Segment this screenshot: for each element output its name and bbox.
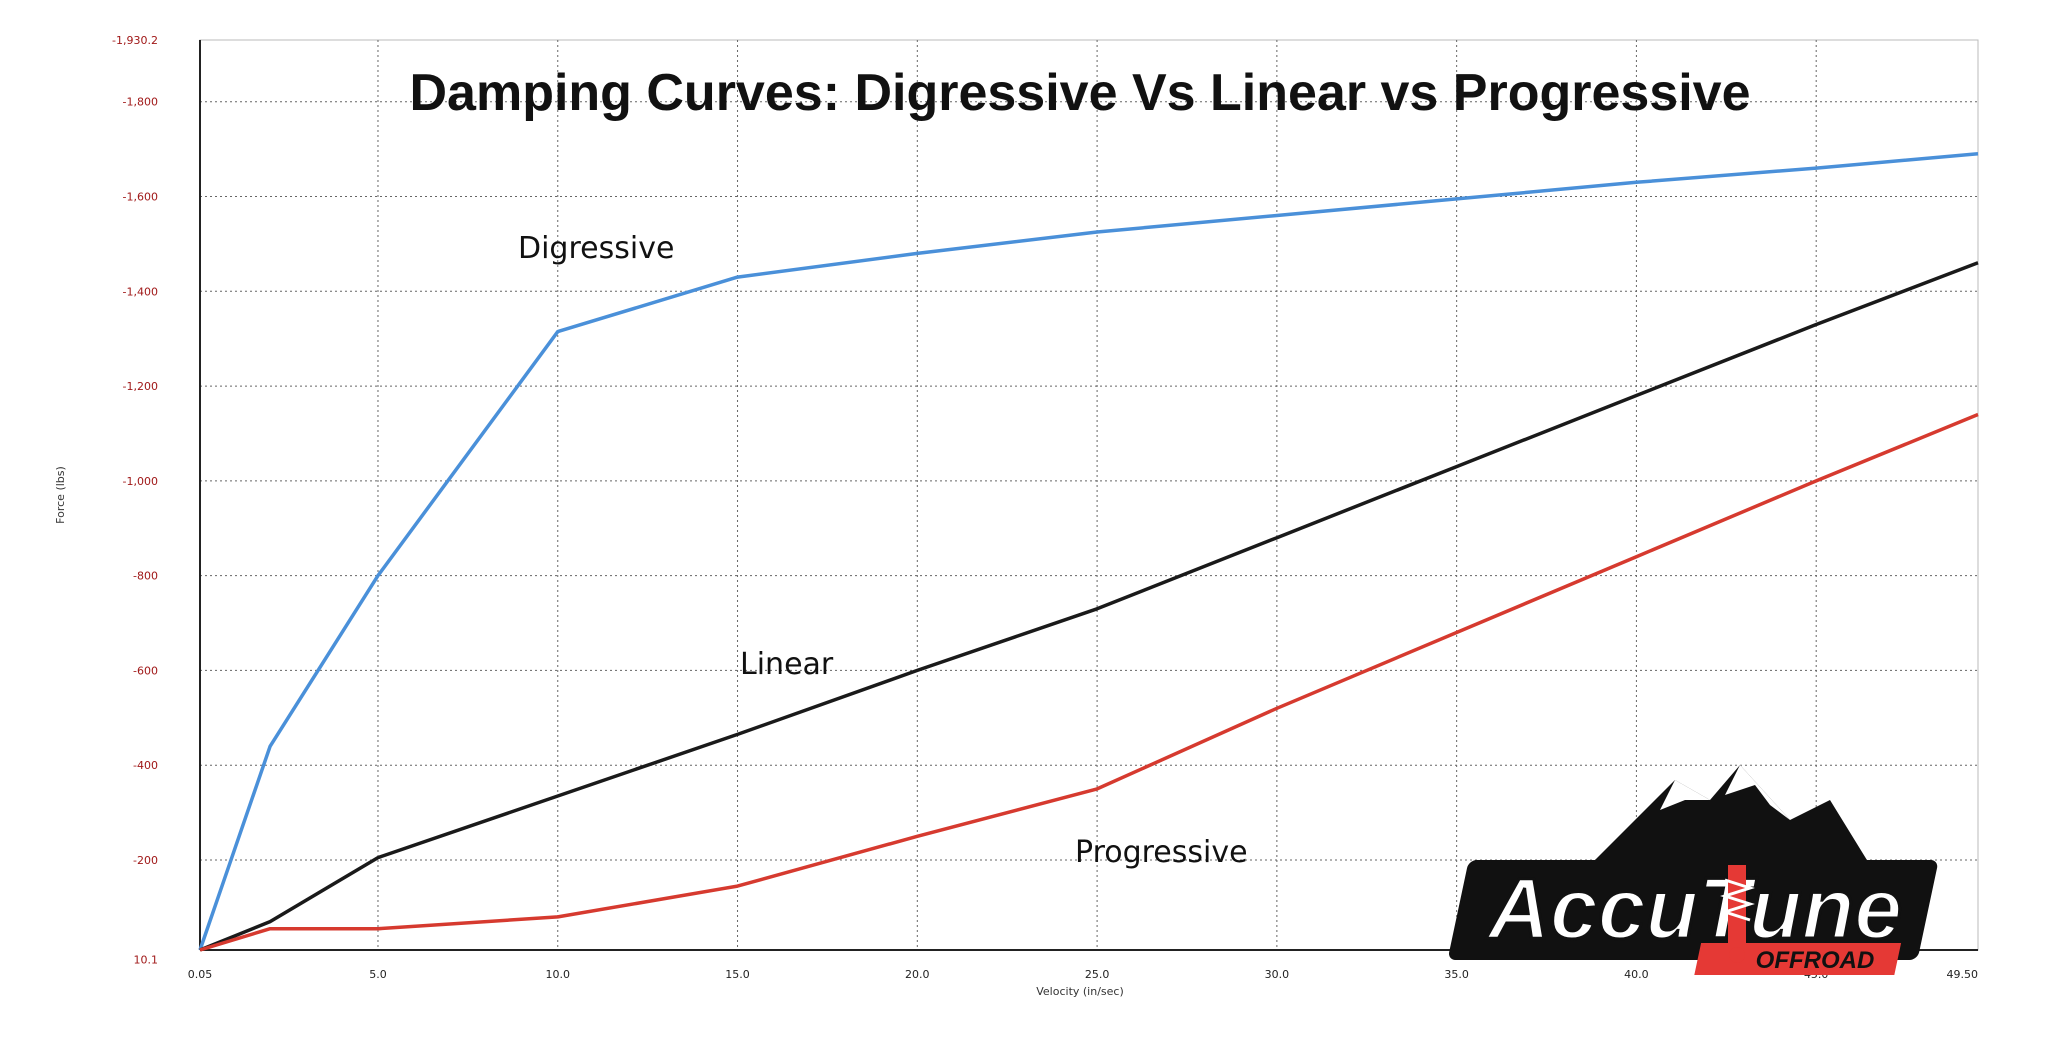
y-tick-label: 10.1 [134, 954, 159, 967]
grid-lines [200, 40, 1978, 950]
series-line-digressive [198, 152, 1979, 951]
logo-banner [1449, 860, 1938, 960]
logo-sub-banner [1694, 943, 1902, 975]
x-tick-label: 20.0 [905, 968, 930, 981]
y-tick-label: -1,400 [123, 285, 158, 298]
x-tick-label: 35.0 [1444, 968, 1469, 981]
y-tick-label: -1,200 [123, 380, 158, 393]
x-tick-label: 40.0 [1624, 968, 1649, 981]
x-tick-label: 0.05 [188, 968, 213, 981]
mountain-snow-icon [1660, 765, 1790, 820]
y-tick-label: -800 [133, 570, 158, 583]
series-label-progressive: Progressive [1075, 835, 1248, 870]
y-tick-label: -400 [133, 759, 158, 772]
logo-main: AccuTune [1486, 861, 1902, 957]
x-tick-label: 10.0 [546, 968, 571, 981]
shock-absorber-icon [1720, 865, 1755, 963]
y-tick-label: -1,930.2 [112, 34, 158, 47]
x-axis-label: Velocity (in/sec) [1036, 985, 1124, 998]
x-tick-label: 49.50 [1947, 968, 1979, 981]
accutune-logo: AccuTune OFFROAD [1449, 765, 1938, 975]
mountain-icon [1590, 765, 1870, 865]
y-tick-label: -200 [133, 854, 158, 867]
y-tick-label: -1,800 [123, 96, 158, 109]
y-tick-label: -600 [133, 664, 158, 677]
y-axis-label: Force (lbs) [54, 466, 67, 524]
series-label-linear: Linear [740, 647, 834, 682]
series-line-progressive [199, 412, 1979, 952]
x-tick-label: 5.0 [369, 968, 387, 981]
series-line-linear [199, 261, 1979, 952]
y-tick-labels: 10.1 -200 -400 -600 -800 -1,000 -1,200 -1,400 -1… [112, 34, 158, 967]
chart-title: Damping Curves: Digressive Vs Linear vs … [409, 64, 1750, 122]
logo-sub: OFFROAD [1756, 947, 1875, 974]
x-tick-label: 30.0 [1265, 968, 1290, 981]
x-tick-label: 15.0 [725, 968, 750, 981]
x-tick-label: 25.0 [1085, 968, 1110, 981]
y-tick-label: -1,600 [123, 190, 158, 203]
series-label-digressive: Digressive [518, 231, 674, 266]
series-lines [198, 152, 1979, 952]
y-tick-label: -1,000 [123, 475, 158, 488]
